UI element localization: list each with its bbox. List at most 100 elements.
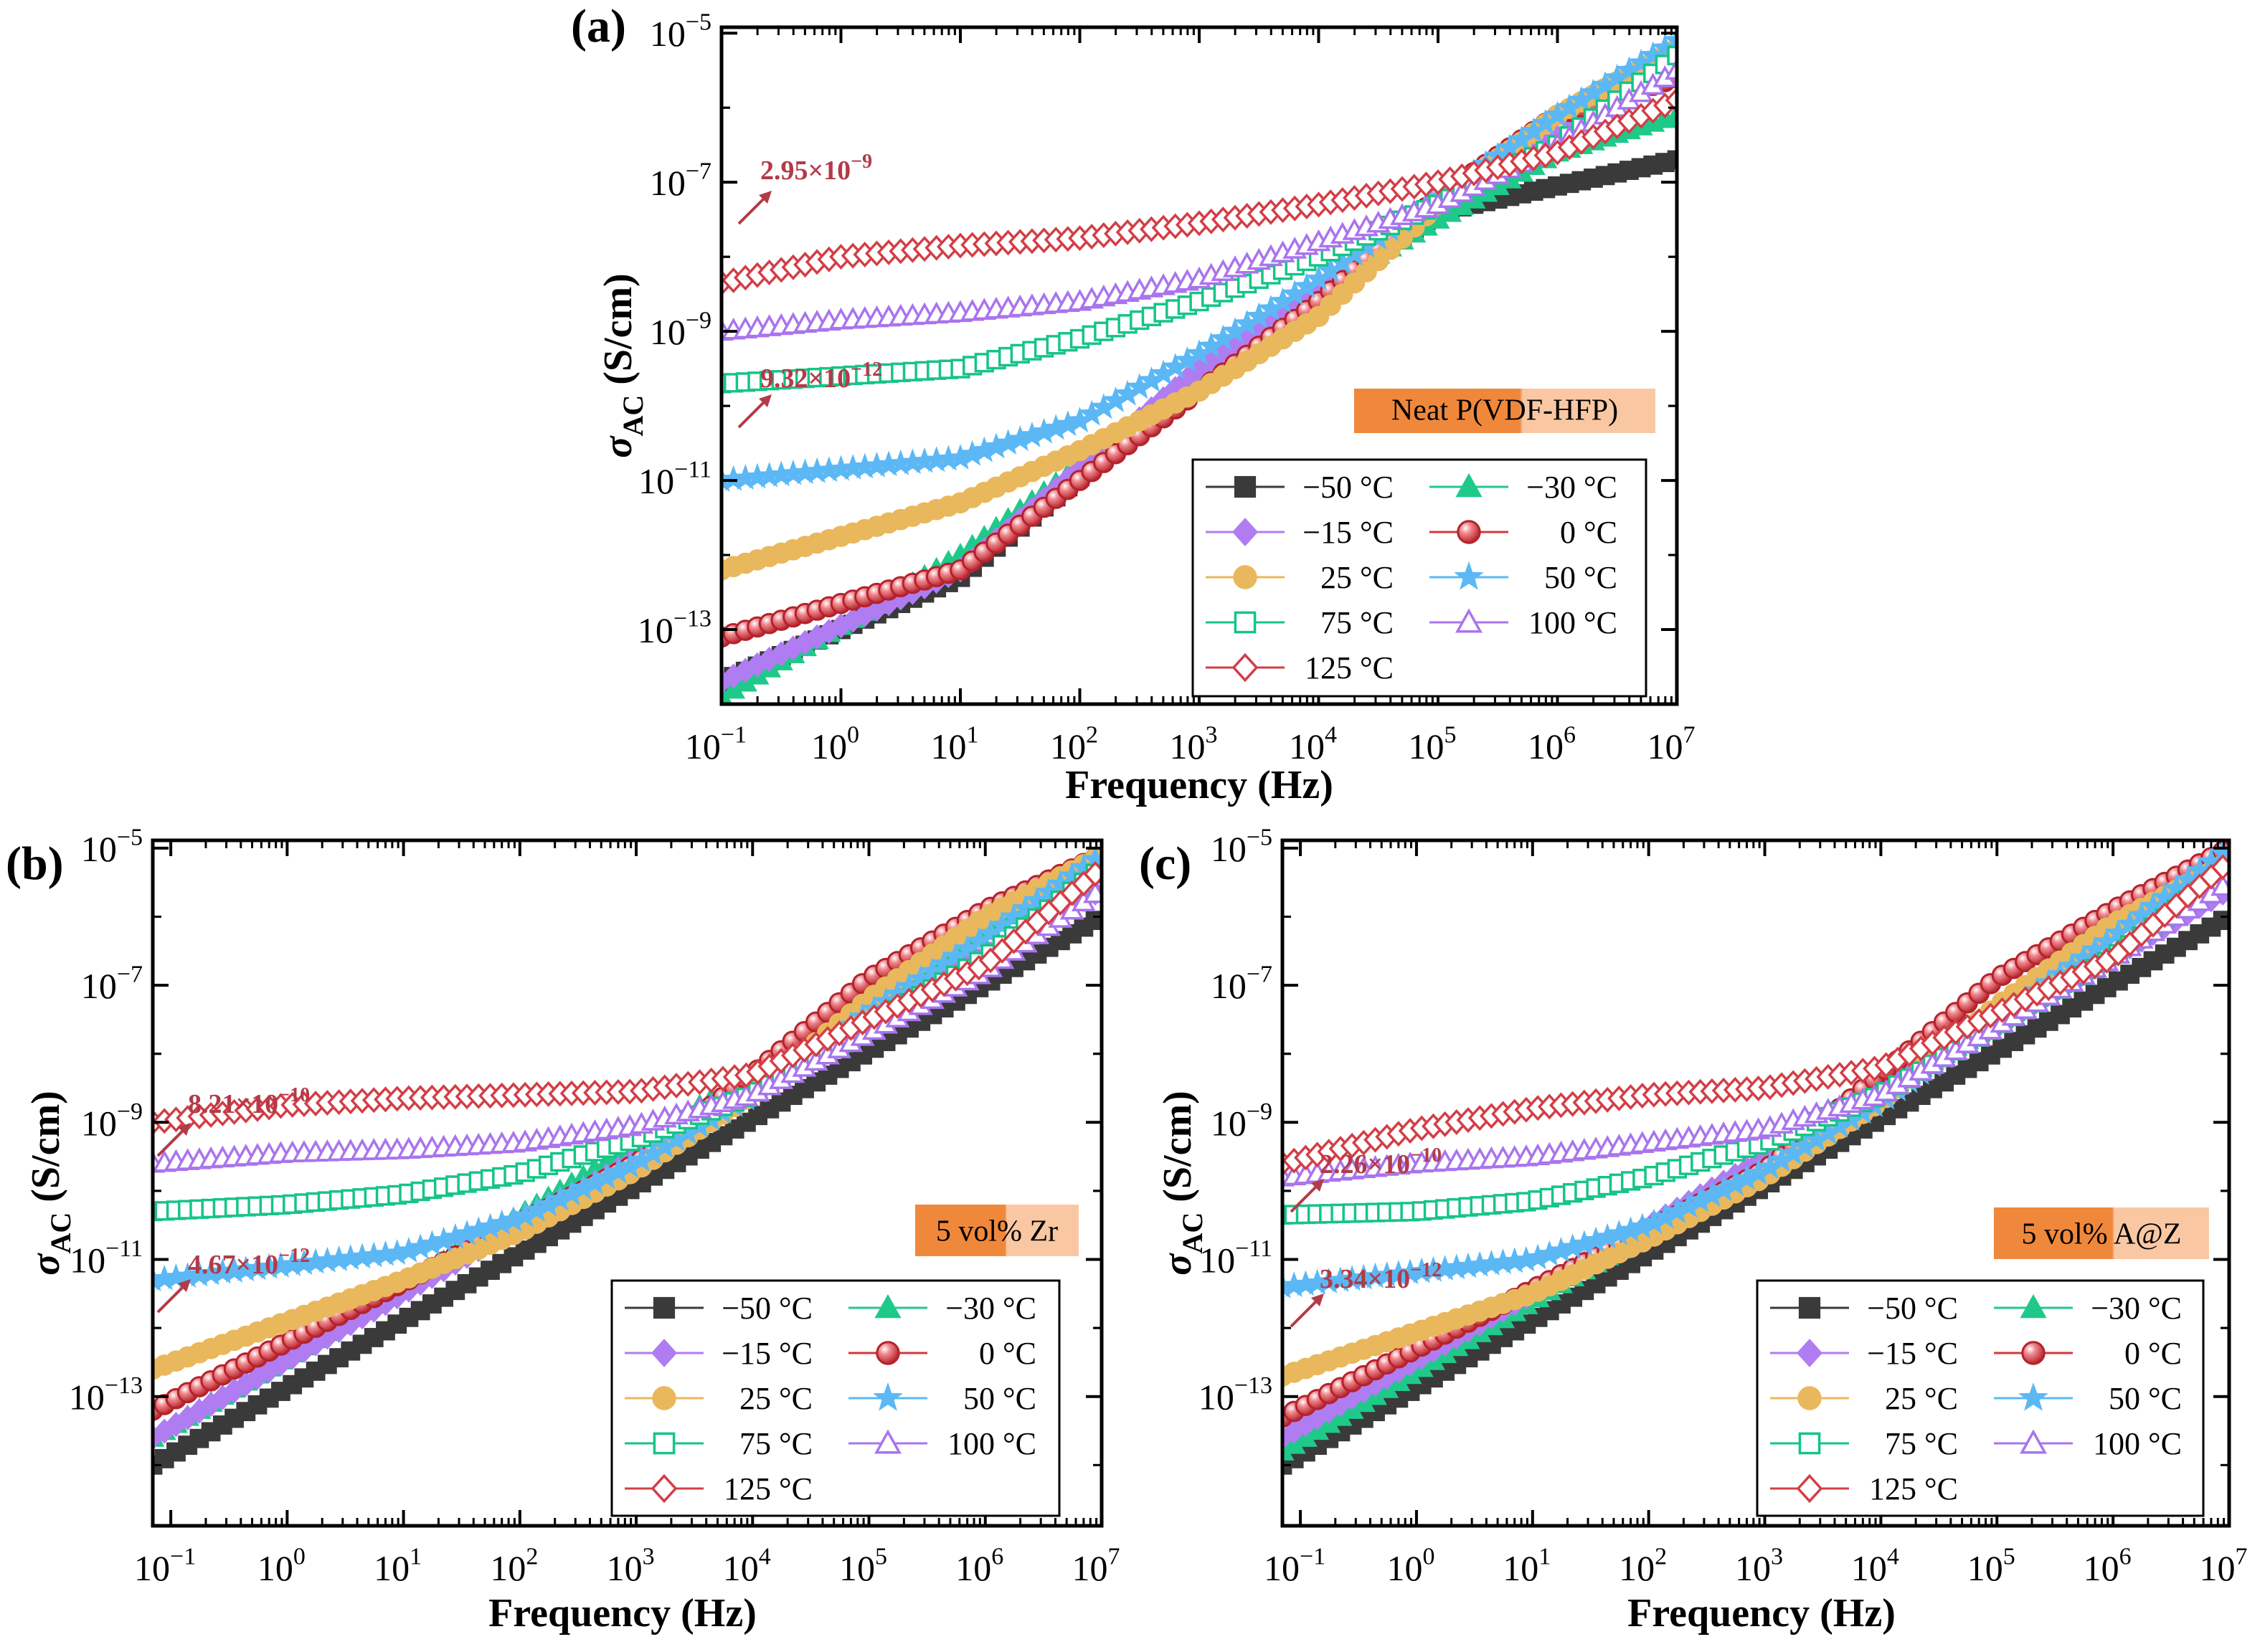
point-75-a <box>1667 45 1677 66</box>
legend-entry-c: 75 °C <box>1885 1426 1958 1461</box>
annotation-value-a: 2.95×10−9 <box>760 151 872 186</box>
legend-marker-50-b <box>873 1382 903 1411</box>
annotation-arrow-c <box>1290 1296 1321 1328</box>
x-axis-label-a: Frequency (Hz) <box>1065 763 1333 807</box>
legend-entry-a: 125 °C <box>1305 650 1394 685</box>
legend-entry-a: 50 °C <box>1544 560 1617 595</box>
legend-entry-b: −50 °C <box>722 1291 813 1326</box>
legend-entry-b: −15 °C <box>722 1336 813 1371</box>
legend-marker-50-c <box>2018 1382 2048 1411</box>
legend-marker-25-a <box>1233 565 1257 589</box>
x-tick-label-c: 101 <box>1503 1544 1551 1589</box>
legend-entry-b: 100 °C <box>947 1426 1036 1461</box>
sample-label-c: 5 vol% A@Z <box>2021 1217 2181 1250</box>
annotation-value-c: 3.34×10−12 <box>1320 1259 1442 1294</box>
annotation-arrow-c <box>1290 1182 1321 1213</box>
sample-label-box-a <box>1354 389 1655 433</box>
point-50-a <box>1663 27 1677 52</box>
annotation-arrowhead-c <box>1311 1293 1324 1306</box>
y-tick-label-a: 10−7 <box>650 158 711 204</box>
y-axis-label-b: σAC (S/cm) <box>24 1091 77 1275</box>
series-125-c <box>1282 854 2229 1177</box>
series-100-b <box>153 880 1102 1173</box>
annotation-value-c: 2.26×10−10 <box>1320 1144 1442 1179</box>
annotation-value-b: 8.21×10−10 <box>188 1084 310 1119</box>
x-tick-label-c: 102 <box>1619 1544 1667 1589</box>
legend-marker-75-c <box>1798 1432 1821 1455</box>
legend-marker-100-b <box>874 1429 902 1454</box>
sample-label-box-c <box>1994 1207 2209 1259</box>
y-tick-label-b: 10−11 <box>70 1235 143 1281</box>
plot-frame-b <box>151 838 1104 1528</box>
y-tick-label-c: 10−11 <box>1199 1235 1272 1281</box>
x-tick-label-c: 100 <box>1386 1544 1434 1589</box>
y-tick-label-b: 10−9 <box>81 1098 143 1144</box>
x-axis-label-b: Frequency (Hz) <box>488 1591 757 1636</box>
annotation-arrowhead-b <box>178 1123 191 1136</box>
y-tick-label-a: 10−9 <box>650 308 711 353</box>
x-tick-label-b: 102 <box>490 1544 538 1589</box>
legend-entry-c: −50 °C <box>1867 1291 1958 1326</box>
y-tick-label-c: 10−9 <box>1211 1098 1272 1144</box>
legend-entry-a: 25 °C <box>1320 560 1394 595</box>
y-axis-label-c: σAC (S/cm) <box>1155 1091 1209 1275</box>
annotation-arrow-a <box>737 397 769 429</box>
sample-label-a: Neat P(VDF-HFP) <box>1391 394 1618 427</box>
legend-marker-m50-c <box>1798 1296 1821 1319</box>
legend-marker-m50-b <box>653 1296 676 1319</box>
y-axis-label-a: σAC (S/cm) <box>596 273 649 457</box>
y-tick-label-b: 10−5 <box>81 824 143 869</box>
legend-marker-25-b <box>652 1386 676 1410</box>
legend-marker-125-c <box>1796 1473 1823 1504</box>
legend-marker-25-c <box>1797 1386 1822 1410</box>
x-tick-label-a: 101 <box>931 722 979 767</box>
sample-label-box-b <box>915 1205 1079 1256</box>
panel-label-a: (a) <box>571 0 626 52</box>
x-tick-label-b: 106 <box>955 1544 1003 1589</box>
panel-a: 10−1 100 101 102 103 104 105 106 107 10−13 10−11 10… <box>571 0 1696 807</box>
legend-entry-c: 0 °C <box>2124 1336 2182 1371</box>
panel-b: 10−1 100 101 102 103 104 105 106 107 10−13 10−11 10… <box>6 824 1120 1636</box>
x-tick-label-a: 103 <box>1170 722 1218 767</box>
legend-entry-c: 50 °C <box>2109 1381 2182 1416</box>
y-tick-label-c: 10−5 <box>1211 824 1272 869</box>
y-tick-label-c: 10−7 <box>1211 962 1272 1007</box>
annotation-arrowhead-b <box>178 1279 191 1292</box>
annotation-arrowhead-c <box>1311 1179 1324 1192</box>
panel-label-c: (c) <box>1139 837 1191 890</box>
legend-marker-m15-b <box>651 1339 678 1367</box>
x-tick-label-a: 100 <box>811 722 859 767</box>
legend-marker-m50-a <box>1234 475 1257 498</box>
legend-marker-0-a <box>1457 520 1481 544</box>
annotation-arrowhead-a <box>759 191 772 204</box>
annotation-arrow-b <box>156 1282 188 1314</box>
series-125-a <box>722 87 1677 296</box>
legend-marker-m30-b <box>874 1293 902 1319</box>
annotation-value-b: 4.67×10−12 <box>188 1245 310 1280</box>
legend-marker-50-a <box>1454 561 1484 590</box>
legend-entry-a: −15 °C <box>1302 515 1394 550</box>
legend-entry-a: −50 °C <box>1302 470 1394 505</box>
x-tick-label-c: 106 <box>2084 1544 2132 1589</box>
legend-marker-125-a <box>1231 652 1259 683</box>
x-tick-label-b: 107 <box>1072 1544 1120 1589</box>
legend-entry-b: 125 °C <box>724 1471 813 1506</box>
legend-marker-0-b <box>876 1341 900 1365</box>
legend-entry-a: 100 °C <box>1528 605 1617 640</box>
annotation-arrow-b <box>156 1126 188 1157</box>
x-tick-label-b: 100 <box>257 1544 306 1589</box>
point-125-a <box>1665 87 1677 113</box>
legend-entry-b: 0 °C <box>979 1336 1036 1371</box>
x-tick-label-a: 107 <box>1647 722 1696 767</box>
legend-entry-a: 75 °C <box>1320 605 1394 640</box>
y-tick-label-b: 10−13 <box>69 1372 143 1418</box>
point-125-c <box>2210 854 2229 880</box>
legend-marker-75-a <box>1234 611 1257 634</box>
x-tick-label-a: 104 <box>1289 722 1337 767</box>
x-tick-label-b: 10−1 <box>134 1544 196 1589</box>
x-tick-label-b: 101 <box>374 1544 422 1589</box>
legend-entry-c: −30 °C <box>2091 1291 2182 1326</box>
legend-entry-b: −30 °C <box>945 1291 1036 1326</box>
x-tick-label-c: 103 <box>1735 1544 1783 1589</box>
